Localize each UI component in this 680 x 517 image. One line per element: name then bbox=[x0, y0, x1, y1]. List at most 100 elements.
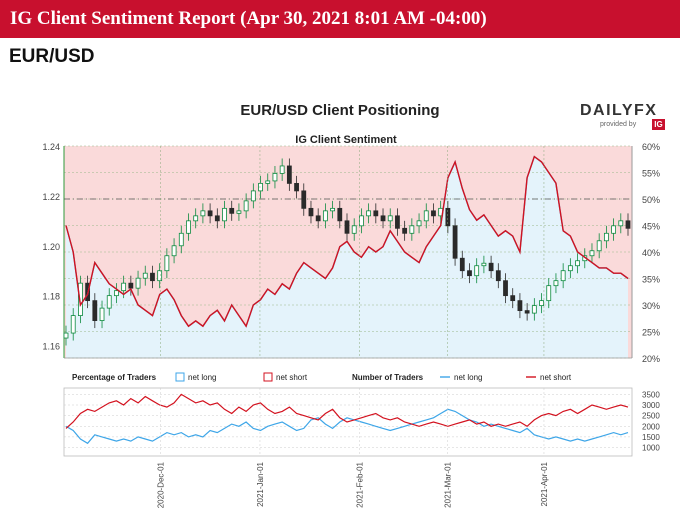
candle-body bbox=[265, 180, 271, 184]
candle-body bbox=[452, 225, 458, 259]
lower-tick-label: 3500 bbox=[642, 390, 660, 399]
x-tick-label: 2021-Feb-01 bbox=[355, 461, 364, 507]
legend-short-label: net short bbox=[276, 373, 308, 382]
legend-short-box bbox=[263, 372, 273, 382]
candle-body bbox=[589, 250, 595, 257]
candle-body bbox=[142, 272, 148, 279]
candle-body bbox=[322, 210, 328, 222]
candle-body bbox=[445, 207, 451, 227]
num-short-line bbox=[65, 393, 629, 429]
candle-body bbox=[250, 190, 256, 202]
candle-body bbox=[279, 165, 285, 174]
candle-body bbox=[272, 173, 278, 182]
candle-body bbox=[207, 210, 213, 217]
candle-body bbox=[315, 215, 321, 222]
net-short-line bbox=[65, 155, 629, 328]
candle-body bbox=[106, 295, 112, 309]
right-tick-label: 60% bbox=[642, 142, 660, 152]
long-area bbox=[66, 156, 628, 358]
candle-body bbox=[560, 270, 566, 282]
candle-body bbox=[128, 282, 134, 289]
right-tick-label: 25% bbox=[642, 328, 660, 338]
candle-body bbox=[337, 207, 343, 222]
candle-body bbox=[308, 207, 314, 217]
dailyfx-logo: DAILYFX provided by IG bbox=[580, 102, 672, 132]
candle-body bbox=[78, 282, 83, 317]
num-long-line bbox=[65, 408, 629, 445]
candle-body bbox=[258, 183, 263, 192]
currency-pair-title: EUR/USD bbox=[9, 46, 95, 67]
lower-tick-label: 3000 bbox=[642, 401, 660, 410]
right-tick-label: 55% bbox=[642, 169, 660, 179]
legend-num-short-label: net short bbox=[540, 373, 572, 382]
left-tick-label: 1.20 bbox=[42, 242, 60, 252]
candle-body bbox=[301, 190, 307, 209]
x-tick-label: 2020-Dec-01 bbox=[157, 461, 166, 508]
candle-body bbox=[524, 310, 530, 314]
candle-body bbox=[150, 272, 155, 282]
logo-sub: provided by bbox=[600, 121, 637, 128]
x-tick-label: 2021-Jan-01 bbox=[256, 461, 265, 506]
candle-body bbox=[596, 240, 602, 252]
lower-tick-label: 2000 bbox=[642, 422, 660, 431]
chart-subtitle: IG Client Sentiment bbox=[295, 134, 397, 146]
legend-num-long-label: net long bbox=[454, 373, 482, 382]
candle-body bbox=[63, 332, 69, 339]
candle-body bbox=[618, 220, 624, 227]
candle-body bbox=[380, 215, 386, 222]
candle-body bbox=[603, 232, 609, 242]
candle-body bbox=[344, 220, 350, 234]
ig-logo-icon: IG bbox=[652, 119, 665, 130]
candle-body bbox=[459, 257, 465, 272]
lower-tick-label: 1500 bbox=[642, 433, 660, 442]
candle-body bbox=[92, 300, 98, 321]
candle-body bbox=[373, 210, 379, 217]
candle-body bbox=[387, 215, 393, 222]
chart-title: EUR/USD Client Positioning bbox=[240, 102, 440, 119]
candle-body bbox=[546, 285, 552, 302]
candle-body bbox=[474, 265, 480, 277]
lower-tick-label: 1000 bbox=[642, 444, 660, 453]
candle-body bbox=[193, 215, 199, 222]
top-plot: 20% 25% 30% 35% 40% 45% 50% 55% 60% 1.16 1.18 1.20 1… bbox=[42, 142, 660, 364]
candle-body bbox=[467, 270, 472, 277]
candle-body bbox=[539, 300, 544, 307]
x-tick-label: 2021-Mar-01 bbox=[443, 461, 452, 507]
lower-tick-label: 2500 bbox=[642, 412, 660, 421]
candle-body bbox=[531, 305, 537, 314]
right-tick-label: 20% bbox=[642, 354, 660, 364]
candle-body bbox=[517, 300, 523, 312]
candle-body bbox=[330, 207, 335, 212]
candle-body bbox=[416, 220, 422, 227]
candle-body bbox=[99, 307, 105, 321]
right-tick-label: 30% bbox=[642, 301, 660, 311]
candle-body bbox=[395, 215, 400, 229]
num-legend-label: Number of Traders bbox=[352, 373, 424, 382]
right-tick-label: 50% bbox=[642, 195, 660, 205]
candle-body bbox=[70, 315, 76, 334]
candle-body bbox=[157, 270, 163, 282]
candle-body bbox=[135, 277, 141, 289]
candle-body bbox=[495, 270, 501, 282]
candle-body bbox=[431, 210, 436, 217]
legend-long-label: net long bbox=[188, 373, 216, 382]
candle-body bbox=[286, 165, 292, 184]
candle-body bbox=[423, 210, 429, 222]
right-tick-label: 40% bbox=[642, 248, 660, 258]
banner-title: IG Client Sentiment Report (Apr 30, 2021… bbox=[10, 8, 487, 29]
candle-body bbox=[553, 280, 559, 287]
candle-body bbox=[402, 227, 408, 234]
legend-long-box bbox=[175, 372, 185, 382]
candle-body bbox=[121, 282, 127, 292]
left-tick-label: 1.18 bbox=[42, 292, 60, 302]
candle-body bbox=[481, 262, 487, 267]
left-tick-label: 1.22 bbox=[42, 192, 60, 202]
candle-body bbox=[503, 280, 508, 297]
candle-body bbox=[171, 245, 177, 257]
left-tick-label: 1.16 bbox=[42, 342, 60, 352]
x-tick-label: 2021-Apr-01 bbox=[540, 461, 549, 506]
candle-body bbox=[567, 265, 573, 272]
candle-body bbox=[510, 295, 516, 302]
candle-body bbox=[222, 207, 227, 222]
candle-body bbox=[294, 183, 299, 192]
